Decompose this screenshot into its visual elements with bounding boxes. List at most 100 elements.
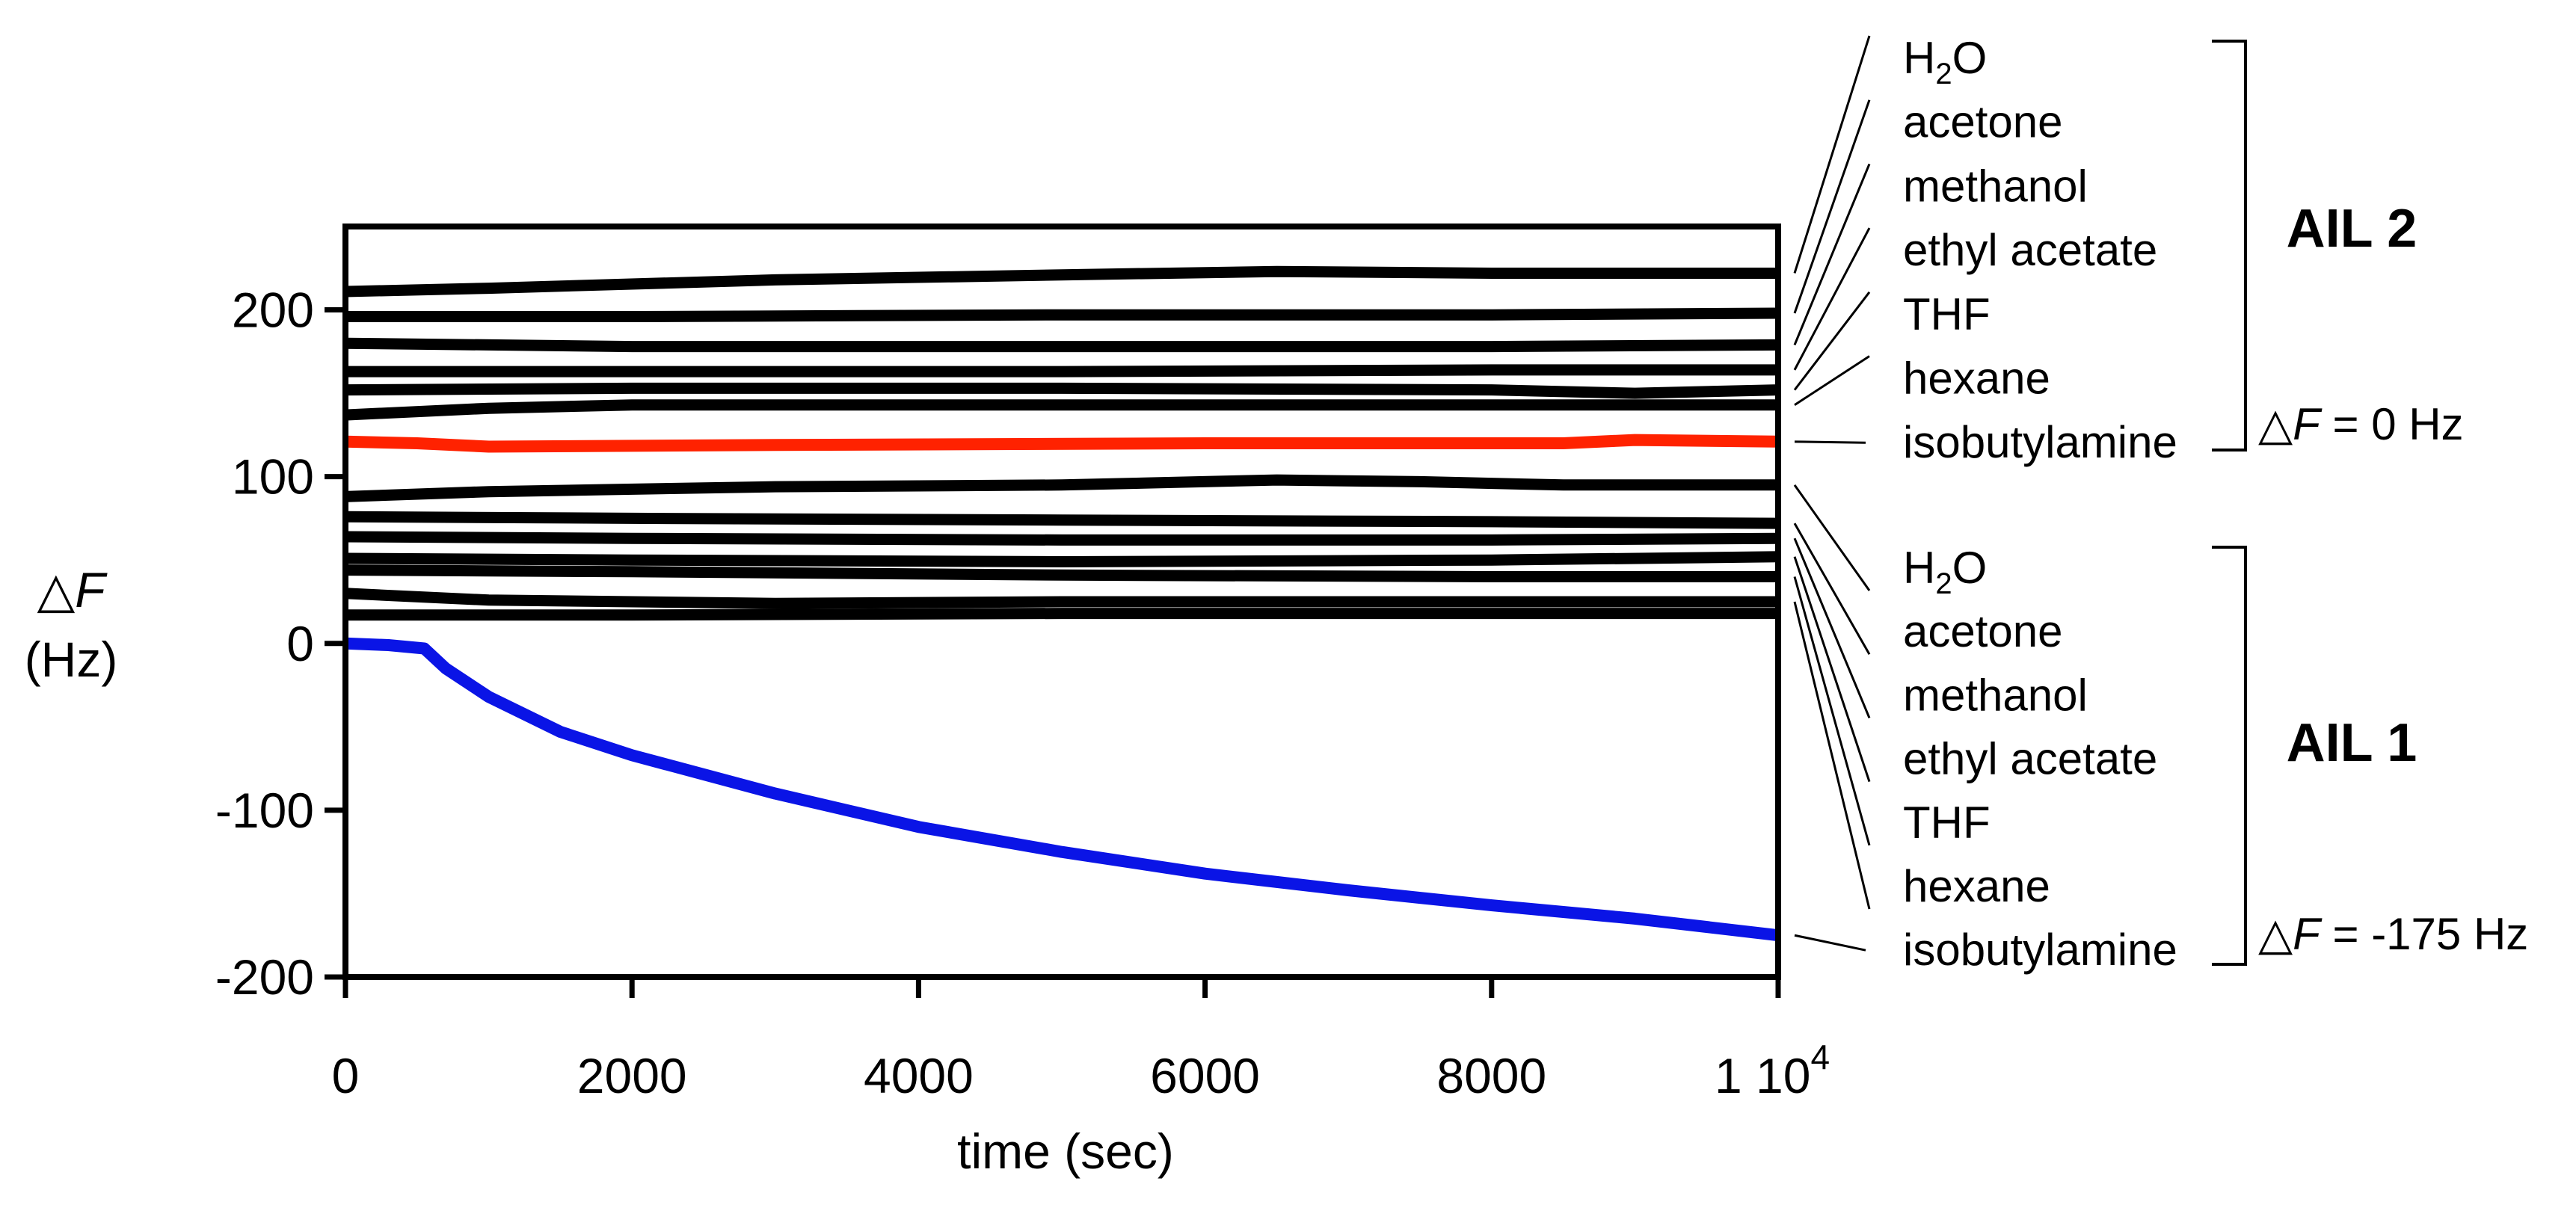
x-tick-label-text: 8000 bbox=[1436, 1048, 1546, 1103]
delta-var: F bbox=[2293, 909, 2323, 959]
legend-label-text: hexane bbox=[1903, 354, 2050, 404]
legend-label-subscript: 2 bbox=[1935, 567, 1952, 600]
legend-connector bbox=[1794, 440, 1866, 444]
legend-connector bbox=[1793, 576, 1871, 846]
legend-label-text: methanol bbox=[1903, 161, 2088, 211]
x-tick-label: 6000 bbox=[1150, 1048, 1260, 1103]
plot-frame bbox=[342, 224, 1781, 980]
legend-connector bbox=[1793, 601, 1871, 910]
legend-connector bbox=[1793, 227, 1871, 371]
legend-label-text: H bbox=[1903, 33, 1935, 83]
group-title: AIL 1 bbox=[2287, 713, 2417, 773]
legend-connector bbox=[1793, 291, 1871, 391]
legend-label-text: isobutylamine bbox=[1903, 925, 2177, 975]
x-tick-label: 0 bbox=[332, 1048, 360, 1103]
x-tick-exponent: 4 bbox=[1810, 1038, 1830, 1076]
legend-label-ail1-thf: THF bbox=[1903, 798, 1991, 848]
legend-label-text: H bbox=[1903, 543, 1935, 593]
series-line-ail2-acetone bbox=[345, 307, 1779, 322]
series-line-ail1-h2o bbox=[345, 474, 1778, 502]
legend-connector bbox=[1793, 537, 1871, 718]
series-line-ail2-thf bbox=[345, 382, 1779, 399]
legend-label-ail1-hexane: hexane bbox=[1903, 861, 2050, 911]
y-tick-label: 0 bbox=[286, 616, 314, 671]
series-line-ail2-isobutylamine bbox=[345, 434, 1779, 453]
series-line-ail2-ethyl-acetate bbox=[345, 364, 1778, 377]
legend-label-text: acetone bbox=[1903, 606, 2063, 656]
group-delta-label: △F = -175 Hz bbox=[2258, 909, 2528, 959]
legend-label-ail2-methanol: methanol bbox=[1903, 161, 2088, 211]
legend-label-ail2-h2o: H2O bbox=[1903, 33, 1987, 90]
series-layer bbox=[345, 265, 1779, 942]
legend-connector bbox=[1794, 934, 1866, 952]
legend-connector bbox=[1793, 163, 1871, 345]
x-tick-label-text: 2000 bbox=[577, 1048, 687, 1103]
legend-connector bbox=[1793, 523, 1871, 655]
legend-label-text: ethyl acetate bbox=[1903, 225, 2157, 275]
ticks-layer: 0 2000 4000 6000 8000 1 104 200 100 0 -100 -200 bbox=[215, 283, 1830, 1103]
legend-label-text: acetone bbox=[1903, 97, 2063, 147]
legend-label-text: methanol bbox=[1903, 670, 2088, 720]
y-tick-label: 200 bbox=[232, 283, 314, 338]
y-axis-var: F bbox=[75, 562, 108, 617]
legend-label-ail2-thf: THF bbox=[1903, 289, 1991, 339]
x-tick-label: 2000 bbox=[577, 1048, 687, 1103]
x-tick-label-text: 1 10 bbox=[1715, 1048, 1810, 1103]
delta-value: = 0 Hz bbox=[2320, 399, 2464, 449]
y-tick-label: 100 bbox=[232, 449, 314, 505]
legend-label-ail1-isobutylamine: isobutylamine bbox=[1903, 925, 2177, 975]
legend-label-tail: O bbox=[1952, 543, 1988, 593]
series-line-ail1-acetone bbox=[345, 511, 1779, 529]
series-line-ail1-hexane bbox=[345, 588, 1778, 609]
legend-label-text: THF bbox=[1903, 289, 1991, 339]
legend-label-text: isobutylamine bbox=[1903, 417, 2177, 467]
legend-label-subscript: 2 bbox=[1935, 58, 1952, 90]
y-axis-label-symbol: △F bbox=[37, 562, 108, 617]
legend-label-ail2-ethyl-acetate: ethyl acetate bbox=[1903, 225, 2157, 275]
series-line-ail1-isobutylamine bbox=[345, 637, 1779, 942]
series-line-ail1-hexane-2 bbox=[345, 608, 1778, 621]
legend-connector bbox=[1794, 355, 1870, 406]
legend-label-ail1-ethyl-acetate: ethyl acetate bbox=[1903, 734, 2157, 784]
legend-label-text: THF bbox=[1903, 798, 1991, 848]
x-tick-label: 8000 bbox=[1436, 1048, 1546, 1103]
y-axis-label-unit: (Hz) bbox=[25, 632, 118, 687]
legend-connector bbox=[1793, 556, 1871, 783]
series-line-ail1-methanol bbox=[345, 531, 1779, 546]
y-axis-delta-symbol: △ bbox=[37, 562, 75, 617]
legend-label-ail1-acetone: acetone bbox=[1903, 606, 2063, 656]
legend-label-text: hexane bbox=[1903, 861, 2050, 911]
x-tick-label: 1 104 bbox=[1715, 1038, 1830, 1103]
legend-label-ail2-hexane: hexane bbox=[1903, 354, 2050, 404]
legend-label-ail2-acetone: acetone bbox=[1903, 97, 2063, 147]
delta-symbol: △ bbox=[2258, 399, 2293, 449]
delta-value: = -175 Hz bbox=[2320, 909, 2528, 959]
x-tick-label-text: 0 bbox=[332, 1048, 360, 1103]
series-line-ail2-hexane bbox=[345, 399, 1778, 421]
legend-connector bbox=[1793, 99, 1871, 314]
group-bracket bbox=[2212, 546, 2247, 966]
legend-connector bbox=[1793, 35, 1871, 274]
x-axis-label: time (sec) bbox=[957, 1124, 1174, 1179]
x-tick-label-text: 4000 bbox=[864, 1048, 974, 1103]
delta-var: F bbox=[2293, 399, 2323, 449]
group-delta-label: △F = 0 Hz bbox=[2258, 399, 2464, 449]
legend-label-ail1-methanol: methanol bbox=[1903, 670, 2088, 720]
y-tick-label: -100 bbox=[215, 783, 314, 838]
legend-label-tail: O bbox=[1952, 33, 1988, 83]
legend-label-ail2-isobutylamine: isobutylamine bbox=[1903, 417, 2177, 467]
series-line-ail2-h2o bbox=[345, 265, 1778, 298]
y-tick-label: -200 bbox=[215, 949, 314, 1005]
series-line-ail1-thf bbox=[345, 564, 1778, 582]
group-title: AIL 2 bbox=[2287, 199, 2417, 259]
delta-symbol: △ bbox=[2258, 909, 2293, 959]
series-line-ail1-ethyl-acetate bbox=[345, 551, 1779, 567]
legend-label-text: ethyl acetate bbox=[1903, 734, 2157, 784]
series-line-ail2-methanol bbox=[345, 337, 1779, 353]
legend-label-ail1-h2o: H2O bbox=[1903, 543, 1987, 600]
x-tick-label-text: 6000 bbox=[1150, 1048, 1260, 1103]
x-tick-label: 4000 bbox=[864, 1048, 974, 1103]
group-bracket bbox=[2212, 40, 2247, 452]
